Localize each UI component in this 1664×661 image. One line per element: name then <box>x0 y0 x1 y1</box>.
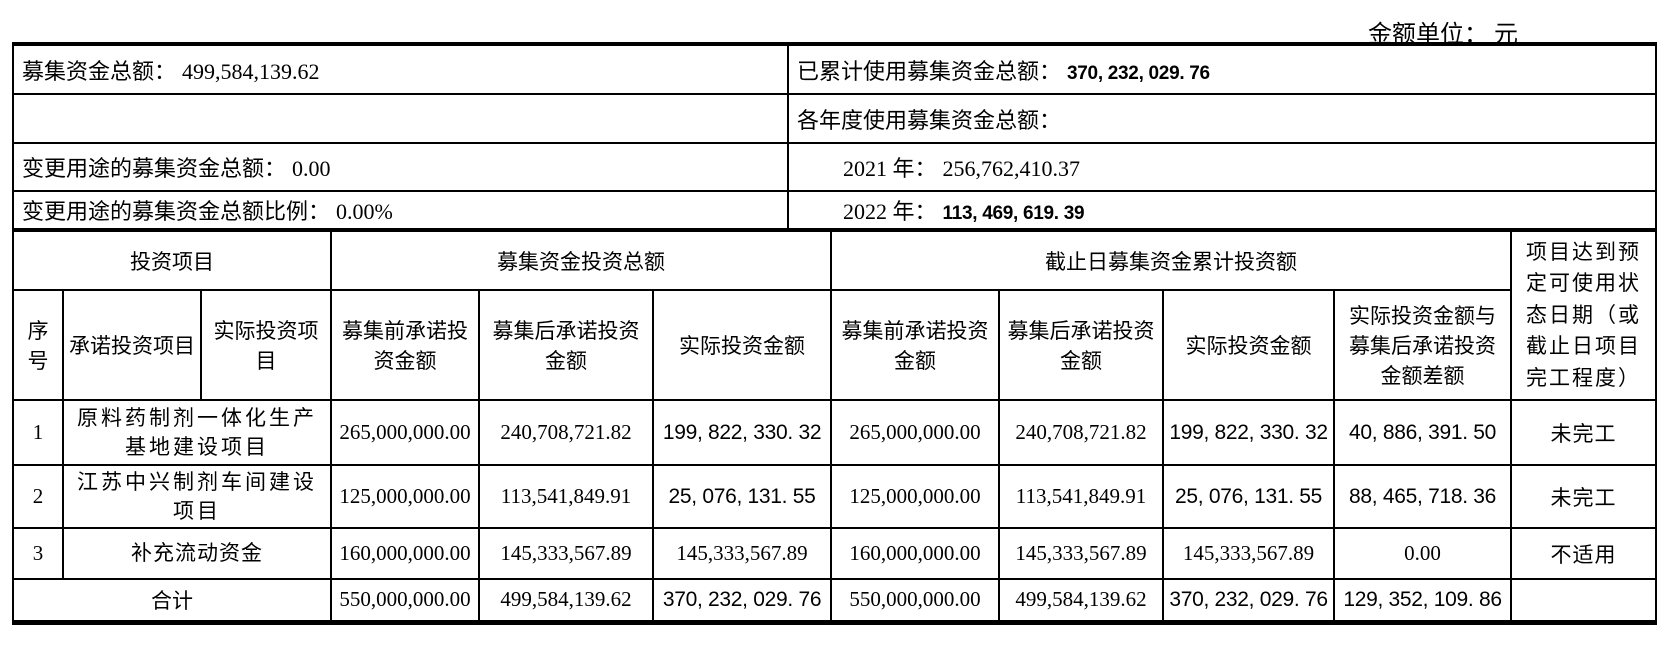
changed-purpose-total-value: 0.00 <box>292 156 331 181</box>
row1-post-raise-committed-cum: 240,708,721.82 <box>998 399 1165 466</box>
header-seq-no: 序号 <box>12 289 64 401</box>
cumulative-used-funds-label: 已累计使用募集资金总额： <box>797 58 1062 84</box>
header-completion-status: 项目达到预定可使用状态日期（或截止日项目完工程度） <box>1510 230 1658 401</box>
header-post-raise-committed-cum: 募集后承诺投资金额 <box>998 289 1165 401</box>
summary-row-yearly-header: 各年度使用募集资金总额： <box>12 93 1657 144</box>
row1-completion-status: 未完工 <box>1510 399 1658 466</box>
row2-post-raise-committed: 113,541,849.91 <box>478 464 655 529</box>
header-pre-raise-committed: 募集前承诺投资金额 <box>330 289 481 401</box>
row1-post-raise-committed: 240,708,721.82 <box>478 399 655 466</box>
row2-pre-raise-committed-cum: 125,000,000.00 <box>830 464 1001 529</box>
row2-pre-raise-committed: 125,000,000.00 <box>330 464 481 529</box>
row3-actual-invested-cum: 145,333,567.89 <box>1162 527 1336 580</box>
changed-purpose-ratio-cell: 变更用途的募集资金总额比例： 0.00% <box>12 190 789 230</box>
row2-difference: 88, 465, 718. 36 <box>1333 464 1513 529</box>
table-row-project-3: 3 补充流动资金 160,000,000.00 145,333,567.89 1… <box>12 527 1658 580</box>
total-raised-funds-label: 募集资金总额： <box>22 58 177 84</box>
row3-post-raise-committed: 145,333,567.89 <box>478 527 655 580</box>
row2-project-name: 江苏中兴制剂车间建设项目 <box>61 464 333 529</box>
cumulative-used-funds-value: 370, 232, 029. 76 <box>1067 62 1210 84</box>
header-actual-invested-cum: 实际投资金额 <box>1162 289 1336 401</box>
year-2021-label: 2021 年： <box>843 156 937 181</box>
total-actual-invested: 370, 232, 029. 76 <box>652 578 833 623</box>
year-2021-used-cell: 2021 年： 256,762,410.37 <box>787 142 1657 192</box>
row2-seq-no: 2 <box>12 464 64 529</box>
summary-row-changed-total: 变更用途的募集资金总额： 0.00 2021 年： 256,762,410.37 <box>12 142 1657 192</box>
total-label: 合计 <box>11 578 333 623</box>
year-2022-used-cell: 2022 年： 113, 469, 619. 39 <box>787 190 1657 230</box>
changed-purpose-total-cell: 变更用途的募集资金总额： 0.00 <box>12 142 789 192</box>
amount-unit-label: 金额单位： 元 <box>1368 22 1518 48</box>
group-header-investment-projects: 投资项目 <box>11 230 333 291</box>
row2-completion-status: 未完工 <box>1510 464 1658 529</box>
changed-purpose-total-label: 变更用途的募集资金总额： <box>22 156 287 181</box>
investment-projects-table: 投资项目 募集资金投资总额 截止日募集资金累计投资额 项目达到预定可使用状态日期… <box>11 230 1658 625</box>
total-difference: 129, 352, 109. 86 <box>1333 578 1513 623</box>
yearly-used-funds-cell: 各年度使用募集资金总额： <box>787 93 1657 144</box>
row3-pre-raise-committed: 160,000,000.00 <box>330 527 481 580</box>
row2-actual-invested: 25, 076, 131. 55 <box>652 464 833 529</box>
sub-header-row: 序号 承诺投资项目 实际投资项目 募集前承诺投资金额 募集后承诺投资金额 实际投… <box>12 289 1656 401</box>
row1-seq-no: 1 <box>12 399 64 466</box>
row3-seq-no: 3 <box>12 527 64 580</box>
row2-post-raise-committed-cum: 113,541,849.91 <box>998 464 1165 529</box>
table-row-project-2: 2 江苏中兴制剂车间建设项目 125,000,000.00 113,541,84… <box>12 464 1658 529</box>
row3-post-raise-committed-cum: 145,333,567.89 <box>998 527 1165 580</box>
group-header-total-committed: 募集资金投资总额 <box>330 230 833 291</box>
table-row-project-1: 1 原料药制剂一体化生产基地建设项目 265,000,000.00 240,70… <box>12 399 1658 466</box>
row2-actual-invested-cum: 25, 076, 131. 55 <box>1162 464 1336 529</box>
row1-actual-invested: 199, 822, 330. 32 <box>652 399 833 466</box>
total-pre-raise-committed-cum: 550,000,000.00 <box>830 578 1001 623</box>
summary-row-changed-ratio: 变更用途的募集资金总额比例： 0.00% 2022 年： 113, 469, 619… <box>12 190 1657 230</box>
header-committed-project: 承诺投资项目 <box>62 289 202 401</box>
header-post-raise-committed: 募集后承诺投资金额 <box>478 289 655 401</box>
row3-difference: 0.00 <box>1333 527 1513 580</box>
total-post-raise-committed: 499,584,139.62 <box>478 578 655 623</box>
row3-project-name: 补充流动资金 <box>61 527 333 580</box>
row1-pre-raise-committed-cum: 265,000,000.00 <box>830 399 1001 466</box>
total-post-raise-committed-cum: 499,584,139.62 <box>998 578 1165 623</box>
row3-pre-raise-committed-cum: 160,000,000.00 <box>830 527 1001 580</box>
changed-purpose-ratio-value: 0.00% <box>336 199 393 224</box>
total-pre-raise-committed: 550,000,000.00 <box>330 578 481 623</box>
changed-purpose-ratio-label: 变更用途的募集资金总额比例： <box>22 199 331 224</box>
year-2022-value: 113, 469, 619. 39 <box>942 203 1085 224</box>
row3-completion-status: 不适用 <box>1510 527 1658 580</box>
total-completion-status <box>1510 578 1658 623</box>
group-header-row: 投资项目 募集资金投资总额 截止日募集资金累计投资额 项目达到预定可使用状态日期… <box>11 230 1658 401</box>
summary-empty-cell <box>12 93 789 144</box>
total-raised-funds-cell: 募集资金总额： 499,584,139.62 <box>12 43 789 95</box>
year-2022-label: 2022 年： <box>843 199 937 224</box>
total-raised-funds-value: 499,584,139.62 <box>182 58 320 84</box>
summary-row-totals: 募集资金总额： 499,584,139.62 已累计使用募集资金总额： 370, 2… <box>12 43 1657 95</box>
row3-actual-invested: 145,333,567.89 <box>652 527 833 580</box>
header-actual-project: 实际投资项目 <box>199 289 333 401</box>
table-total-row: 合计 550,000,000.00 499,584,139.62 370, 23… <box>11 578 1658 623</box>
header-actual-invested: 实际投资金额 <box>652 289 833 401</box>
row1-project-name: 原料药制剂一体化生产基地建设项目 <box>61 399 333 466</box>
header-difference: 实际投资金额与募集后承诺投资金额差额 <box>1333 289 1513 401</box>
row1-difference: 40, 886, 391. 50 <box>1333 399 1513 466</box>
row1-actual-invested-cum: 199, 822, 330. 32 <box>1162 399 1336 466</box>
yearly-used-funds-label: 各年度使用募集资金总额： <box>797 107 1062 133</box>
cumulative-used-funds-cell: 已累计使用募集资金总额： 370, 232, 029. 76 <box>787 43 1657 95</box>
fundraising-summary-table: 募集资金总额： 499,584,139.62 已累计使用募集资金总额： 370, 2… <box>12 42 1657 230</box>
row1-pre-raise-committed: 265,000,000.00 <box>330 399 481 466</box>
header-pre-raise-committed-cum: 募集前承诺投资金额 <box>830 289 1001 401</box>
year-2021-value: 256,762,410.37 <box>942 156 1081 181</box>
group-header-cumulative: 截止日募集资金累计投资额 <box>830 230 1513 291</box>
total-actual-invested-cum: 370, 232, 029. 76 <box>1162 578 1336 623</box>
